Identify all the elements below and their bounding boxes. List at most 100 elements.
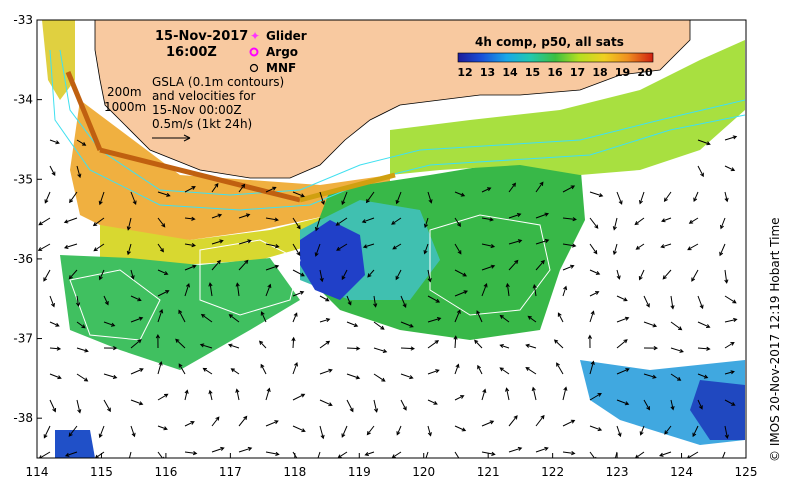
velocity-arrow <box>76 347 89 353</box>
velocity-arrow <box>612 217 618 231</box>
lon-tick-label: 125 <box>735 465 758 479</box>
lat-tick-label: -37 <box>13 332 33 346</box>
velocity-arrow <box>265 387 271 401</box>
velocity-arrow <box>719 243 726 257</box>
sst-field <box>42 20 745 458</box>
velocity-arrow <box>427 369 440 375</box>
lat-tick-label: -38 <box>13 411 33 425</box>
velocity-arrow <box>126 243 132 256</box>
velocity-arrow <box>373 373 386 382</box>
velocity-arrow <box>535 212 550 219</box>
velocity-arrow <box>184 264 197 271</box>
sst-yellow-band <box>100 215 330 265</box>
velocity-arrow <box>157 425 168 431</box>
velocity-arrow <box>688 217 699 224</box>
velocity-arrow <box>178 309 186 323</box>
velocity-arrow <box>643 345 658 351</box>
velocity-arrow <box>43 269 51 282</box>
velocity-arrow <box>670 399 675 411</box>
map-time: 16:00Z <box>166 45 217 60</box>
velocity-arrow <box>238 239 252 245</box>
velocity-arrow <box>230 368 240 375</box>
velocity-arrow <box>477 364 483 375</box>
velocity-arrow <box>38 451 51 458</box>
velocity-arrow <box>76 139 87 146</box>
velocity-arrow <box>76 165 82 179</box>
velocity-arrow <box>292 451 298 458</box>
velocity-arrow <box>638 269 645 281</box>
velocity-arrow <box>454 309 461 323</box>
velocity-arrow <box>365 191 375 204</box>
velocity-arrow <box>691 269 699 282</box>
velocity-arrow <box>130 399 144 406</box>
velocity-arrow <box>661 217 672 223</box>
velocity-arrow <box>454 363 460 375</box>
velocity-arrow <box>670 347 684 353</box>
velocity-arrow <box>178 363 186 375</box>
colorbar-tick-label: 14 <box>502 66 518 79</box>
velocity-arrow <box>643 399 650 411</box>
legend-mnf: MNF <box>266 61 296 75</box>
velocity-arrow <box>265 186 277 193</box>
velocity-arrow <box>319 191 325 206</box>
velocity-arrow <box>589 291 600 297</box>
velocity-arrow <box>562 386 568 401</box>
velocity-arrow <box>525 366 537 375</box>
velocity-arrow <box>373 321 385 330</box>
velocity-arrow <box>391 217 402 225</box>
symbol-legend: ✦ Glider Argo MNF <box>249 29 307 75</box>
velocity-arrow <box>235 282 240 297</box>
velocity-arrow <box>76 399 82 414</box>
velocity-arrow <box>75 295 81 307</box>
velocity-arrow <box>427 340 440 349</box>
velocity-arrow <box>103 321 116 327</box>
glider-track <box>65 71 103 151</box>
velocity-arrow <box>724 191 729 203</box>
velocity-arrow <box>562 264 575 271</box>
velocity-arrow <box>427 317 442 323</box>
velocity-arrow <box>103 373 118 379</box>
velocity-arrow <box>341 425 348 438</box>
sst-blue-cold <box>300 220 365 300</box>
velocity-arrow <box>98 191 105 206</box>
velocity-arrow <box>427 269 432 283</box>
velocity-arrow <box>93 243 105 252</box>
gsla-contour-3 <box>69 269 161 341</box>
velocity-arrow <box>697 399 703 410</box>
velocity-arrow <box>63 217 78 224</box>
velocity-arrow <box>157 243 164 253</box>
velocity-arrow <box>612 243 618 256</box>
velocity-arrow <box>63 243 78 249</box>
velocity-arrow <box>400 346 415 351</box>
velocity-arrow <box>265 451 280 456</box>
legend-glider: Glider <box>266 29 307 43</box>
gsla-note-line1: GSLA (0.1m contours) <box>152 75 284 89</box>
isobath-1000m <box>49 49 746 211</box>
velocity-arrow <box>38 217 51 226</box>
sst-yellow-west-coast <box>42 20 75 100</box>
velocity-arrow <box>49 295 55 308</box>
velocity-arrow <box>453 335 458 349</box>
velocity-arrow <box>589 269 601 275</box>
velocity-arrow <box>238 213 251 219</box>
velocity-arrow <box>208 282 213 297</box>
colorbar-tick-label: 13 <box>480 66 495 79</box>
velocity-arrow <box>481 243 496 249</box>
velocity-arrow <box>562 185 576 193</box>
velocity-arrow <box>508 415 518 427</box>
legend-argo: Argo <box>266 45 298 59</box>
velocity-arrow <box>37 243 51 251</box>
plot-area <box>37 20 746 458</box>
velocity-arrow <box>292 425 306 433</box>
velocity-arrow <box>184 186 196 193</box>
velocity-arrow <box>49 373 62 380</box>
velocity-arrow <box>346 321 359 328</box>
velocity-arrow <box>638 191 645 205</box>
gsla-note-line3: 15-Nov 00:00Z <box>152 103 242 117</box>
velocity-arrow <box>126 217 132 231</box>
velocity-arrow <box>211 239 224 245</box>
colorbar-tick-label: 19 <box>615 66 630 79</box>
velocity-arrow <box>454 451 460 458</box>
velocity-arrow <box>454 425 467 432</box>
lon-tick-label: 117 <box>219 465 242 479</box>
